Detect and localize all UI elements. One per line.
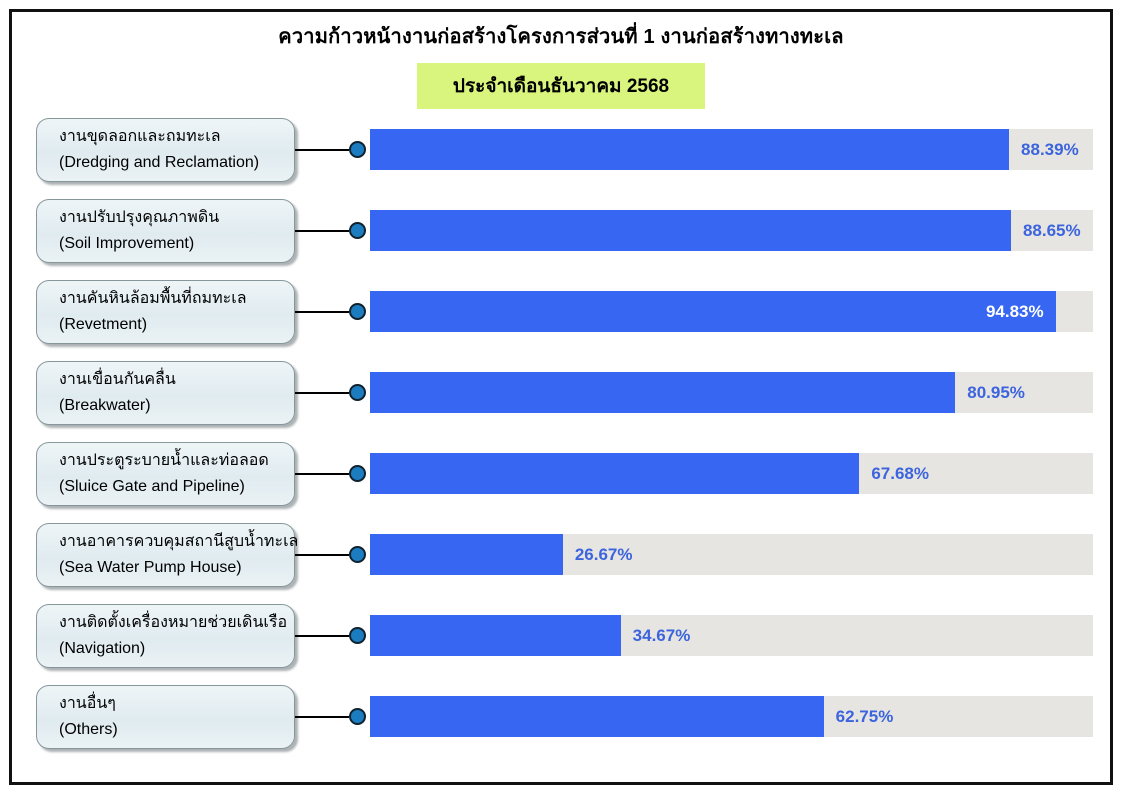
connector-dot-icon [349, 708, 366, 725]
chart-row: งานขุดลอกและถมทะเล (Dredging and Reclama… [36, 109, 1093, 190]
connector [295, 465, 370, 482]
category-label-thai: งานอื่นๆ [59, 694, 116, 712]
bar-value-label: 34.67% [632, 625, 691, 645]
connector [295, 708, 370, 725]
connector-dot-icon [349, 141, 366, 158]
category-label-thai: งานติดตั้งเครื่องหมายช่วยเดินเรือ [59, 613, 288, 631]
bar-fill [370, 210, 1011, 251]
bar-track: 62.75% [370, 696, 1093, 737]
bar-value-label: 94.83% [985, 301, 1044, 321]
category-label-english: (Navigation) [59, 639, 146, 657]
category-label-english: (Sluice Gate and Pipeline) [59, 477, 245, 495]
bar-track: 88.65% [370, 210, 1093, 251]
connector [295, 303, 370, 320]
connector [295, 141, 370, 158]
bar-track: 88.39% [370, 129, 1093, 170]
category-label-thai: งานคันหินล้อมพื้นที่ถมทะเล [59, 289, 247, 307]
bar-value-label: 88.65% [1022, 220, 1081, 240]
category-label-english: (Others) [59, 720, 118, 738]
bar-fill [370, 534, 563, 575]
bar-track: 80.95% [370, 372, 1093, 413]
subtitle-container: ประจำเดือนธันวาคม 2568 [0, 63, 1122, 109]
chart-row: งานอื่นๆ (Others) 62.75% [36, 676, 1093, 757]
category-label-box: งานติดตั้งเครื่องหมายช่วยเดินเรือ (Navig… [36, 603, 295, 668]
connector-dot-icon [349, 384, 366, 401]
category-label-thai: งานอาคารควบคุมสถานีสูบน้ำทะเล [59, 532, 299, 550]
category-label-box: งานคันหินล้อมพื้นที่ถมทะเล (Revetment) [36, 279, 295, 344]
category-label-thai: งานประตูระบายน้ำและท่อลอด [59, 451, 269, 469]
category-label-english: (Sea Water Pump House) [59, 558, 242, 576]
bar-value-label: 26.67% [574, 544, 633, 564]
connector-line [295, 229, 349, 232]
bar-fill [370, 129, 1010, 170]
connector [295, 222, 370, 239]
category-label-thai: งานปรับปรุงคุณภาพดิน [59, 208, 220, 226]
connector [295, 384, 370, 401]
bar-track: 94.83% [370, 291, 1093, 332]
bar-fill [370, 696, 824, 737]
connector-line [295, 553, 349, 556]
bar-track: 26.67% [370, 534, 1093, 575]
connector [295, 546, 370, 563]
connector-dot-icon [349, 303, 366, 320]
chart-row: งานคันหินล้อมพื้นที่ถมทะเล (Revetment) 9… [36, 271, 1093, 352]
category-label-box: งานเขื่อนกันคลื่น (Breakwater) [36, 360, 295, 425]
connector-line [295, 148, 349, 151]
bar-fill [370, 453, 860, 494]
bar-value-label: 88.39% [1021, 139, 1079, 159]
chart-row: งานอาคารควบคุมสถานีสูบน้ำทะเล (Sea Water… [36, 514, 1093, 595]
connector-line [295, 310, 349, 313]
connector-line [295, 715, 349, 718]
category-label-box: งานปรับปรุงคุณภาพดิน (Soil Improvement) [36, 198, 295, 263]
connector [295, 627, 370, 644]
connector-dot-icon [349, 546, 366, 563]
connector-dot-icon [349, 222, 366, 239]
bar-track: 67.68% [370, 453, 1093, 494]
connector-dot-icon [349, 465, 366, 482]
category-label-english: (Revetment) [59, 315, 148, 333]
bar-value-label: 67.68% [871, 463, 929, 483]
month-badge: ประจำเดือนธันวาคม 2568 [416, 63, 706, 109]
bar-value-label: 80.95% [967, 382, 1025, 402]
bar-fill [370, 615, 621, 656]
category-label-box: งานอื่นๆ (Others) [36, 684, 295, 749]
connector-line [295, 634, 349, 637]
category-label-thai: งานเขื่อนกันคลื่น [59, 370, 176, 388]
category-label-english: (Breakwater) [59, 396, 151, 414]
page-title: ความก้าวหน้างานก่อสร้างโครงการส่วนที่ 1 … [278, 26, 844, 48]
category-label-box: งานอาคารควบคุมสถานีสูบน้ำทะเล (Sea Water… [36, 522, 299, 587]
bar-value-label: 62.75% [835, 706, 894, 726]
category-label-thai: งานขุดลอกและถมทะเล [59, 127, 221, 145]
connector-line [295, 391, 349, 394]
bar-track: 34.67% [370, 615, 1093, 656]
chart-row: งานประตูระบายน้ำและท่อลอด (Sluice Gate a… [36, 433, 1093, 514]
connector-dot-icon [349, 627, 366, 644]
chart-row: งานปรับปรุงคุณภาพดิน (Soil Improvement) … [36, 190, 1093, 271]
chart-row: งานติดตั้งเครื่องหมายช่วยเดินเรือ (Navig… [36, 595, 1093, 676]
bar-fill [370, 291, 1056, 332]
chart-row: งานเขื่อนกันคลื่น (Breakwater) 80.95% [36, 352, 1093, 433]
bar-fill [370, 372, 956, 413]
category-label-box: งานประตูระบายน้ำและท่อลอด (Sluice Gate a… [36, 441, 295, 506]
category-label-english: (Dredging and Reclamation) [59, 153, 260, 171]
connector-line [295, 472, 349, 475]
category-label-box: งานขุดลอกและถมทะเล (Dredging and Reclama… [36, 117, 295, 182]
category-label-english: (Soil Improvement) [59, 234, 195, 252]
bar-chart-rows: งานขุดลอกและถมทะเล (Dredging and Reclama… [36, 109, 1093, 757]
